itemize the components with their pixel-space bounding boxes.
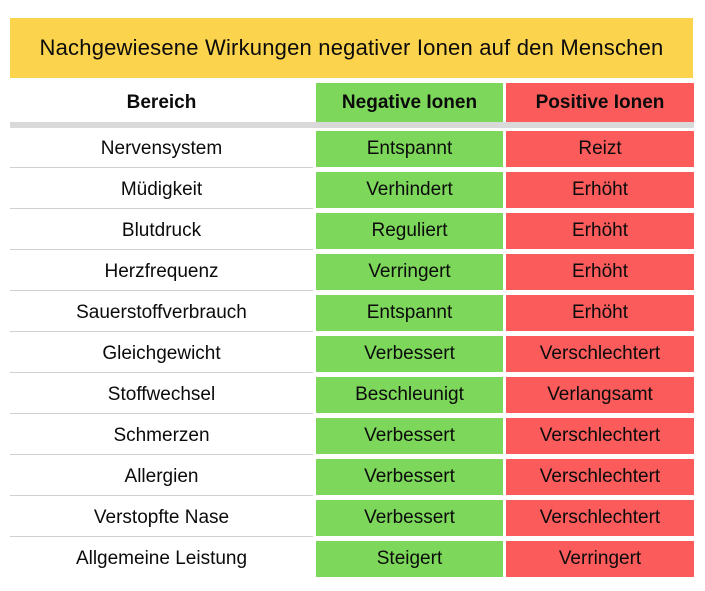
header-divider-bar bbox=[10, 122, 694, 128]
column-header-positive-ionen: Positive Ionen bbox=[506, 83, 694, 122]
row-bereich: Blutdruck bbox=[10, 213, 313, 249]
row-positive-value: Erhöht bbox=[506, 295, 694, 331]
row-negative-value: Reguliert bbox=[316, 213, 503, 249]
table-title-banner: Nachgewiesene Wirkungen negativer Ionen … bbox=[10, 18, 693, 78]
row-bereich: Allergien bbox=[10, 459, 313, 495]
row-bereich: Stoffwechsel bbox=[10, 377, 313, 413]
table-row: Gleichgewicht Verbessert Verschlechtert bbox=[10, 336, 694, 372]
table-row: Blutdruck Reguliert Erhöht bbox=[10, 213, 694, 249]
table-row: Sauerstoffverbrauch Entspannt Erhöht bbox=[10, 295, 694, 331]
column-header-negative-ionen: Negative Ionen bbox=[316, 83, 503, 122]
row-positive-value: Verschlechtert bbox=[506, 418, 694, 454]
row-bereich: Sauerstoffverbrauch bbox=[10, 295, 313, 331]
table-row: Schmerzen Verbessert Verschlechtert bbox=[10, 418, 694, 454]
table-row: Allgemeine Leistung Steigert Verringert bbox=[10, 541, 694, 577]
row-negative-value: Verringert bbox=[316, 254, 503, 290]
row-negative-value: Steigert bbox=[316, 541, 503, 577]
row-negative-value: Verbessert bbox=[316, 418, 503, 454]
row-negative-value: Verhindert bbox=[316, 172, 503, 208]
table-row: Nervensystem Entspannt Reizt bbox=[10, 131, 694, 167]
row-negative-value: Verbessert bbox=[316, 500, 503, 536]
row-bereich: Nervensystem bbox=[10, 131, 313, 167]
row-positive-value: Verringert bbox=[506, 541, 694, 577]
row-negative-value: Verbessert bbox=[316, 459, 503, 495]
row-positive-value: Erhöht bbox=[506, 172, 694, 208]
table-header-row: Bereich Negative Ionen Positive Ionen bbox=[10, 83, 694, 122]
row-positive-value: Verlangsamt bbox=[506, 377, 694, 413]
row-positive-value: Erhöht bbox=[506, 254, 694, 290]
row-bereich: Herzfrequenz bbox=[10, 254, 313, 290]
table-row: Verstopfte Nase Verbessert Verschlechter… bbox=[10, 500, 694, 536]
row-positive-value: Verschlechtert bbox=[506, 500, 694, 536]
table-row: Stoffwechsel Beschleunigt Verlangsamt bbox=[10, 377, 694, 413]
row-bereich: Schmerzen bbox=[10, 418, 313, 454]
table-body: Nervensystem Entspannt Reizt Müdigkeit V… bbox=[10, 131, 694, 577]
ion-effects-table: Bereich Negative Ionen Positive Ionen Ne… bbox=[10, 83, 694, 582]
row-bereich: Gleichgewicht bbox=[10, 336, 313, 372]
row-positive-value: Erhöht bbox=[506, 213, 694, 249]
row-negative-value: Verbessert bbox=[316, 336, 503, 372]
row-bereich: Allgemeine Leistung bbox=[10, 541, 313, 577]
row-negative-value: Entspannt bbox=[316, 295, 503, 331]
column-header-bereich: Bereich bbox=[126, 91, 197, 113]
row-negative-value: Entspannt bbox=[316, 131, 503, 167]
row-positive-value: Verschlechtert bbox=[506, 336, 694, 372]
row-negative-value: Beschleunigt bbox=[316, 377, 503, 413]
row-positive-value: Verschlechtert bbox=[506, 459, 694, 495]
row-bereich: Müdigkeit bbox=[10, 172, 313, 208]
table-title: Nachgewiesene Wirkungen negativer Ionen … bbox=[39, 35, 664, 60]
table-row: Müdigkeit Verhindert Erhöht bbox=[10, 172, 694, 208]
table-row: Allergien Verbessert Verschlechtert bbox=[10, 459, 694, 495]
table-row: Herzfrequenz Verringert Erhöht bbox=[10, 254, 694, 290]
row-bereich: Verstopfte Nase bbox=[10, 500, 313, 536]
row-positive-value: Reizt bbox=[506, 131, 694, 167]
